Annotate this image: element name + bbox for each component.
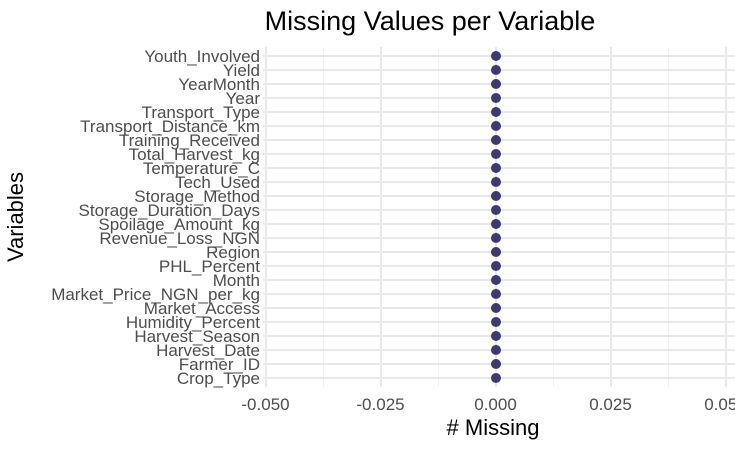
y-axis-tick-label: Year <box>225 88 260 108</box>
data-point <box>490 303 501 313</box>
gridline-vertical-minor <box>437 47 439 387</box>
data-point <box>490 149 501 159</box>
x-axis-title: # Missing <box>446 415 540 440</box>
data-point <box>490 191 501 201</box>
data-point <box>490 233 501 243</box>
y-axis-tick-label: Transport_Type <box>141 102 260 122</box>
gridline-vertical-major <box>724 47 727 387</box>
data-point <box>490 163 501 173</box>
y-axis-tick-label: Training_Received <box>118 130 260 150</box>
gridline-vertical-major <box>494 47 497 387</box>
y-axis-title: Variables <box>3 171 28 263</box>
data-point <box>490 93 501 103</box>
data-point <box>490 65 501 75</box>
data-point <box>490 107 501 117</box>
y-axis-tick-label: Harvest_Date <box>156 340 260 360</box>
x-axis-tick-label: -0.050 <box>241 395 290 414</box>
data-point <box>490 261 501 271</box>
x-axis-tick-label: 0.050 <box>704 395 735 414</box>
x-axis-tick-label: 0.000 <box>474 395 517 414</box>
y-axis-tick-label: Storage_Method <box>134 186 260 206</box>
x-axis-tick-label: 0.025 <box>589 395 632 414</box>
data-point <box>490 247 501 257</box>
x-axis-tick-label: -0.025 <box>356 395 405 414</box>
y-axis-tick-label: YearMonth <box>178 74 260 94</box>
y-axis-tick-label: Temperature_C <box>142 158 260 178</box>
y-axis-tick-label: Region <box>206 242 260 262</box>
gridline-vertical-minor <box>552 47 554 387</box>
y-axis-tick-label: Farmer_ID <box>178 354 260 374</box>
data-point <box>490 289 501 299</box>
data-point <box>490 345 501 355</box>
data-point <box>490 177 501 187</box>
gridline-vertical-major <box>379 47 382 387</box>
y-axis-tick-label: Humidity_Percent <box>125 312 260 332</box>
data-point <box>490 79 501 89</box>
gridline-vertical-major <box>264 47 267 387</box>
data-point <box>490 275 501 285</box>
data-point <box>490 219 501 229</box>
data-point <box>490 317 501 327</box>
data-point <box>490 121 501 131</box>
y-axis-tick-label: Month <box>212 270 260 290</box>
y-axis-tick-label: Market_Access <box>143 298 260 318</box>
gridline-vertical-minor <box>322 47 324 387</box>
data-point <box>490 331 501 341</box>
y-axis-tick-label: Storage_Duration_Days <box>78 200 260 220</box>
chart-title: Missing Values per Variable <box>264 6 596 36</box>
y-axis-tick-label: Market_Price_NGN_per_kg <box>51 284 260 304</box>
plot-panel <box>263 47 735 387</box>
y-axis-tick-label: Tech_Used <box>174 172 260 192</box>
y-axis-tick-label: Total_Harvest_kg <box>128 144 260 164</box>
data-point <box>490 51 501 61</box>
data-point <box>490 135 501 145</box>
y-axis-tick-label: Revenue_Loss_NGN <box>99 228 260 248</box>
y-axis-tick-label: Harvest_Season <box>134 326 260 346</box>
data-point <box>490 373 501 383</box>
y-axis-tick-label: Crop_Type <box>176 368 260 388</box>
y-axis-tick-label: PHL_Percent <box>158 256 260 276</box>
y-axis-tick-label: Yield <box>222 60 260 80</box>
data-point <box>490 205 501 215</box>
y-axis-tick-label: Spoilage_Amount_kg <box>98 214 260 234</box>
gridline-vertical-major <box>609 47 612 387</box>
data-point <box>490 359 501 369</box>
y-axis-tick-label: Transport_Distance_km <box>80 116 260 136</box>
y-axis-tick-label: Youth_Involved <box>144 46 260 66</box>
gridline-vertical-minor <box>667 47 669 387</box>
